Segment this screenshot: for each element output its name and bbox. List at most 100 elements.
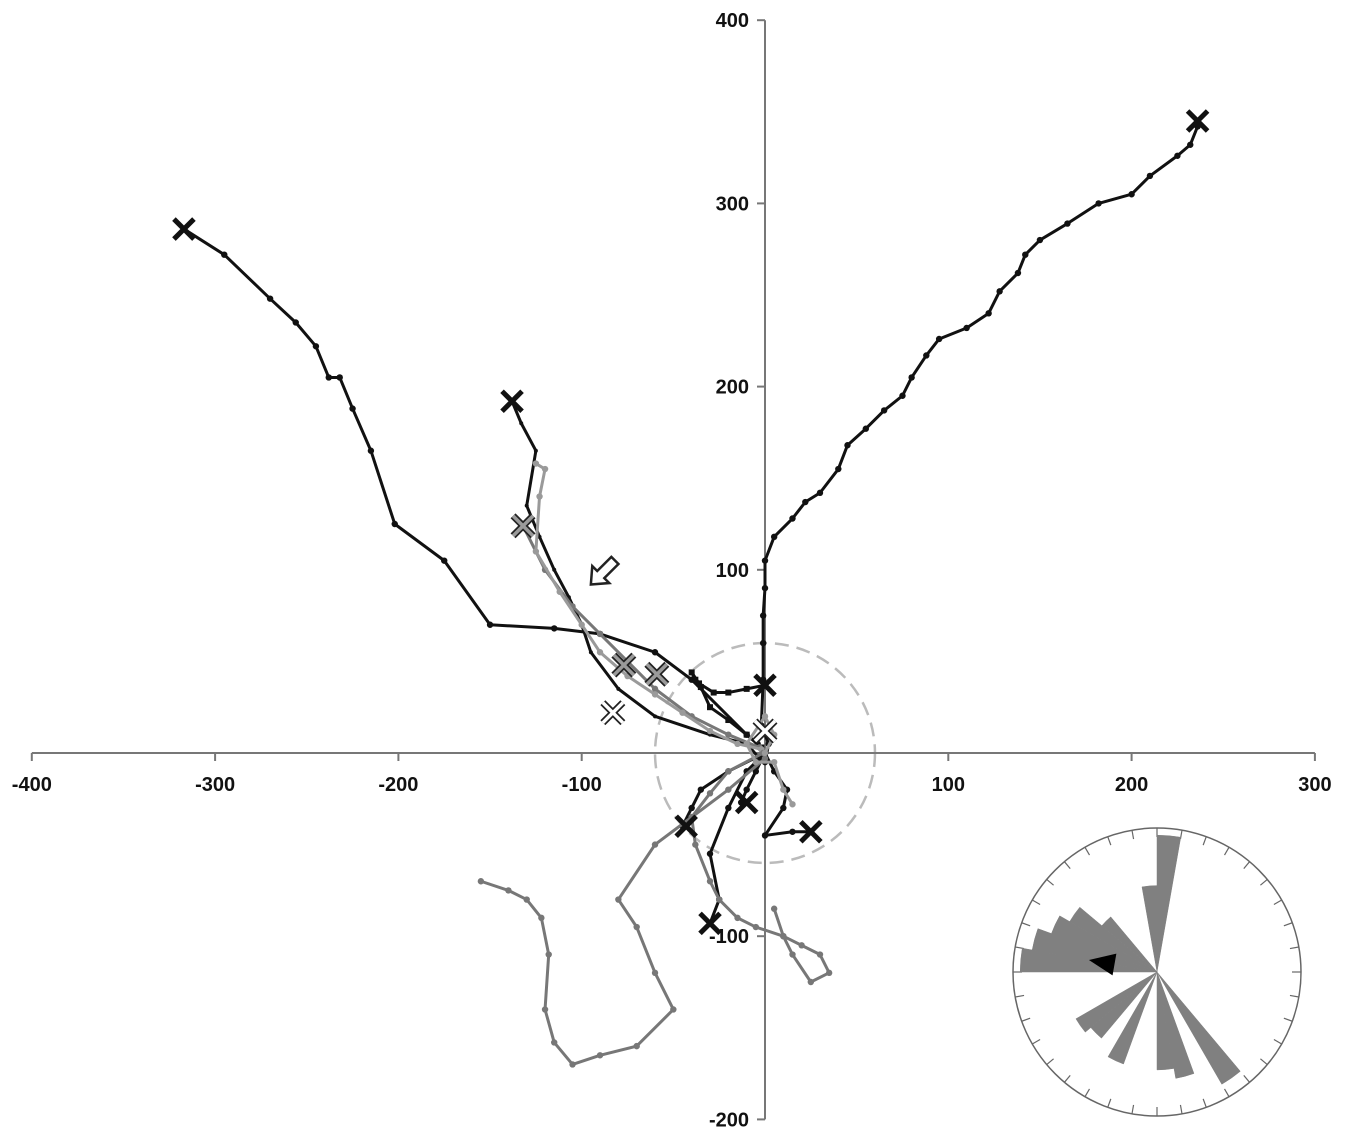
track-point [706,878,714,885]
end-cross-stroke [698,911,722,936]
track-point [752,758,760,766]
track-point [633,1042,640,1050]
end-marker-white [752,718,778,744]
track-point [524,503,529,508]
track-point [862,425,870,432]
track-point [551,1039,558,1046]
track-point [615,896,622,903]
track-point [707,704,714,711]
track-point [692,841,699,848]
x-tick-label: -300 [195,774,235,796]
end-cross-stroke [172,217,196,241]
track-point [780,933,787,940]
track-point [780,804,787,812]
track-point [541,465,549,473]
track-point [1036,236,1044,244]
rose-tick [1084,846,1091,856]
track-point [697,684,704,691]
end-marker-black [172,217,196,241]
end-marker-white [600,700,626,726]
rose-wedge [1141,885,1158,973]
track-point [696,680,703,687]
track-point [985,310,992,317]
track-point [798,942,805,949]
hollow-arrow [589,555,621,586]
track-point [1174,152,1181,159]
track-point [752,768,760,775]
track-point [292,319,299,326]
track-point [545,951,552,958]
rose-inset [1012,827,1302,1117]
rose-wedge [1101,916,1158,973]
track-point [266,295,274,302]
track-point [710,689,717,696]
rose-tick [1063,1075,1071,1083]
end-cross-stroke [753,673,777,697]
end-cross-stroke [734,790,759,815]
track-point [761,584,769,592]
end-cross-stroke [674,814,698,839]
track-point [752,923,760,931]
rose-tick [1021,1017,1031,1022]
rose-wedge [1107,971,1158,1065]
rose-tick [1046,878,1054,886]
track-point [578,621,585,628]
track-point [789,951,796,958]
track-point [725,804,732,812]
end-markers [172,109,1210,936]
track-point [541,1006,549,1013]
track-point [725,768,732,775]
track-point [725,689,732,696]
track-point [670,1006,677,1013]
rose-tick [1289,946,1299,950]
track-point [367,447,375,454]
track-point [816,951,824,958]
rose-tick [1107,1098,1112,1108]
rose-tick [1031,1038,1041,1045]
track-point [923,352,930,359]
end-cross-fill [511,514,535,538]
end-marker-black [734,790,759,815]
rose-tick [1223,846,1230,856]
x-tick-label: -400 [12,774,52,796]
rose-tick [1283,922,1293,927]
end-cross-fill [753,719,777,743]
rose-tick [1131,1104,1135,1114]
x-tick-label: 200 [1115,774,1148,796]
track-point [880,407,888,414]
track-point [789,801,796,808]
end-marker-black [799,820,823,844]
track-point [789,828,796,835]
track-point [688,804,695,812]
track-point [1064,220,1071,227]
rose-tick [1202,836,1207,846]
x-tick-label: 300 [1298,774,1331,796]
track-point [743,786,750,793]
track-point [325,374,332,381]
track-point [770,533,778,541]
track-point [533,448,538,453]
rose-tick [1084,1088,1091,1098]
track-point [706,790,714,797]
track-point [1146,172,1154,180]
end-marker-black [698,911,722,936]
track-point [537,534,542,539]
track-point [725,717,732,724]
end-cross-fill [612,653,636,677]
track-point [780,786,787,793]
track-point [532,548,540,555]
track-point [761,755,769,762]
end-cross-stroke [799,820,823,844]
rose-tick [1243,1075,1251,1083]
track-point [312,343,320,350]
track-point [761,749,769,757]
rose-tick [1260,878,1268,886]
track-point [596,630,604,638]
track-point [770,758,778,766]
track-line-9 [480,757,766,1066]
y-tick-label: 400 [716,10,749,32]
rose-tick [1260,1058,1268,1066]
track-line-0 [183,227,767,754]
y-tick-label: 100 [716,560,749,582]
